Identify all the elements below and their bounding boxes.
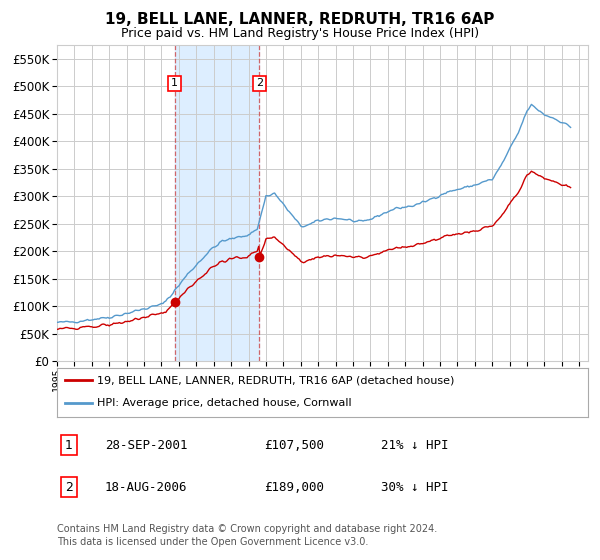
Text: 21% ↓ HPI: 21% ↓ HPI xyxy=(381,438,449,452)
Bar xyxy=(175,45,259,361)
Text: 30% ↓ HPI: 30% ↓ HPI xyxy=(381,480,449,494)
Text: £189,000: £189,000 xyxy=(264,480,324,494)
Text: HPI: Average price, detached house, Cornwall: HPI: Average price, detached house, Corn… xyxy=(97,398,352,408)
Text: 28-SEP-2001: 28-SEP-2001 xyxy=(105,438,187,452)
Text: 1: 1 xyxy=(65,438,73,452)
Text: Price paid vs. HM Land Registry's House Price Index (HPI): Price paid vs. HM Land Registry's House … xyxy=(121,27,479,40)
Text: 2: 2 xyxy=(256,78,263,88)
Text: 18-AUG-2006: 18-AUG-2006 xyxy=(105,480,187,494)
Text: Contains HM Land Registry data © Crown copyright and database right 2024.
This d: Contains HM Land Registry data © Crown c… xyxy=(57,524,437,547)
Text: 1: 1 xyxy=(171,78,178,88)
Text: 2: 2 xyxy=(65,480,73,494)
Text: £107,500: £107,500 xyxy=(264,438,324,452)
Text: 19, BELL LANE, LANNER, REDRUTH, TR16 6AP: 19, BELL LANE, LANNER, REDRUTH, TR16 6AP xyxy=(106,12,494,27)
Text: 19, BELL LANE, LANNER, REDRUTH, TR16 6AP (detached house): 19, BELL LANE, LANNER, REDRUTH, TR16 6AP… xyxy=(97,375,454,385)
